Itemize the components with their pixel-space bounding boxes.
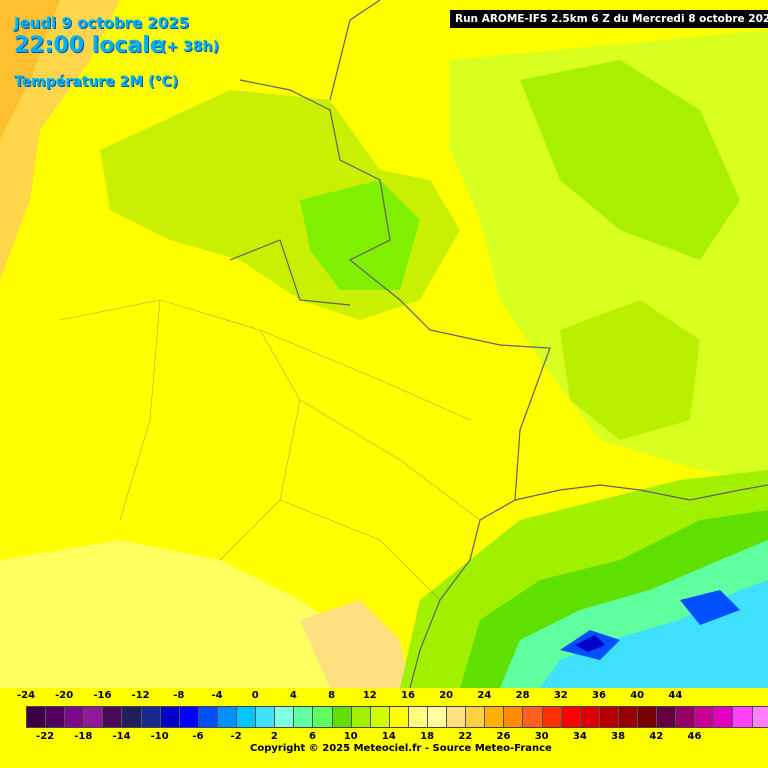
legend-swatch	[313, 707, 333, 727]
regional-borders	[59, 299, 481, 601]
legend-label-top: 4	[289, 690, 297, 701]
legend-label-bottom: 42	[649, 731, 664, 742]
legend-swatch	[676, 707, 696, 727]
forecast-date: Jeudi 9 octobre 2025	[14, 14, 190, 32]
ardennes-green-area	[300, 180, 420, 290]
black-forest-green-patch	[560, 300, 700, 440]
legend-swatch	[84, 707, 104, 727]
legend-swatch	[160, 707, 180, 727]
german-green-patch	[520, 60, 740, 260]
legend-label-bottom: 2	[270, 731, 278, 742]
legend-swatch	[466, 707, 486, 727]
forecast-lead-time: (+ 38h)	[160, 39, 219, 55]
legend-swatch	[370, 707, 390, 727]
legend-swatch	[332, 707, 352, 727]
variable-title: Température 2M (°C)	[14, 74, 179, 90]
legend-swatch	[141, 707, 161, 727]
legend-label-top: -24	[16, 690, 36, 701]
legend-label-top: 16	[401, 690, 415, 701]
legend-swatch	[427, 707, 448, 727]
legend-label-top: 0	[251, 690, 259, 701]
forecast-time: 22:00 locale	[14, 33, 165, 58]
south-warm-patch	[300, 600, 410, 688]
legend-label-top: 20	[439, 690, 454, 701]
legend-swatch	[618, 707, 638, 727]
legend-label-top: -12	[131, 690, 150, 701]
legend-swatch	[408, 707, 428, 727]
legend-label-bottom: -6	[192, 731, 204, 742]
legend-swatches	[26, 706, 768, 728]
legend-swatch	[561, 707, 581, 727]
legend-label-bottom: -10	[150, 731, 169, 742]
color-scale-legend: Copyright © 2025 Meteociel.fr - Source M…	[0, 688, 768, 768]
legend-label-top: 28	[515, 690, 530, 701]
country-borders	[229, 0, 768, 688]
legend-label-bottom: 18	[420, 731, 435, 742]
legend-label-top: -8	[173, 690, 185, 701]
legend-label-bottom: -22	[36, 731, 55, 742]
legend-swatch	[237, 707, 257, 727]
legend-swatch	[447, 707, 467, 727]
southwest-pale-area	[0, 540, 380, 688]
copyright-text: Copyright © 2025 Meteociel.fr - Source M…	[250, 743, 552, 754]
legend-swatch	[485, 707, 505, 727]
legend-label-bottom: -18	[74, 731, 93, 742]
legend-label-bottom: 26	[496, 731, 511, 742]
legend-swatch	[733, 707, 753, 727]
legend-swatch	[351, 707, 371, 727]
legend-swatch	[542, 707, 562, 727]
legend-swatch	[103, 707, 123, 727]
legend-label-bottom: 14	[381, 731, 396, 742]
legend-swatch	[599, 707, 619, 727]
legend-label-top: 32	[553, 690, 568, 701]
legend-label-bottom: 46	[687, 731, 702, 742]
legend-label-bottom: 30	[534, 731, 549, 742]
legend-label-top: 8	[328, 690, 336, 701]
legend-swatch	[389, 707, 409, 727]
legend-label-bottom: 6	[309, 731, 316, 742]
legend-swatch	[714, 707, 734, 727]
legend-swatch	[122, 707, 142, 727]
legend-swatch	[256, 707, 276, 727]
legend-label-bottom: 10	[343, 731, 358, 742]
legend-label-top: 24	[477, 690, 492, 701]
legend-swatch	[638, 707, 658, 727]
legend-swatch	[523, 707, 543, 727]
legend-swatch	[275, 707, 295, 727]
legend-label-top: -16	[93, 690, 112, 701]
legend-label-top: 44	[668, 690, 683, 701]
legend-label-top: -20	[55, 690, 74, 701]
legend-label-bottom: 22	[458, 731, 473, 742]
legend-swatch	[294, 707, 314, 727]
legend-swatch	[657, 707, 677, 727]
legend-label-bottom: -14	[112, 731, 131, 742]
legend-label-bottom: 34	[572, 731, 587, 742]
legend-label-top: -4	[211, 690, 223, 701]
legend-label-bottom: 38	[611, 731, 626, 742]
legend-label-top: 12	[362, 690, 377, 701]
temperature-map	[0, 0, 768, 688]
legend-swatch	[27, 707, 47, 727]
legend-label-top: 40	[630, 690, 645, 701]
legend-swatch	[198, 707, 218, 727]
legend-swatch	[65, 707, 85, 727]
sea-warmer-zone	[0, 0, 60, 140]
legend-swatch	[752, 707, 768, 727]
alps-summit	[575, 635, 605, 652]
run-info-banner: Run AROME-IFS 2.5km 6 Z du Mercredi 8 oc…	[450, 10, 768, 28]
legend-swatch	[695, 707, 715, 727]
alps-peaks	[560, 590, 740, 660]
legend-swatch	[217, 707, 238, 727]
legend-label-top: 36	[592, 690, 606, 701]
legend-label-bottom: -2	[230, 731, 242, 742]
legend-swatch	[46, 707, 66, 727]
legend-swatch	[504, 707, 524, 727]
legend-swatch	[580, 707, 600, 727]
legend-swatch	[179, 707, 199, 727]
